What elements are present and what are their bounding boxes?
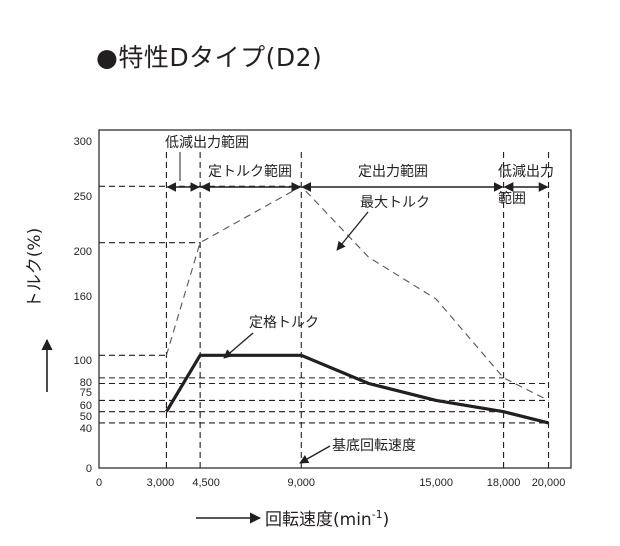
series-line-0 <box>165 353 549 425</box>
y-axis-title: トルク(%) <box>25 228 45 308</box>
rated-torque-pointer <box>223 332 254 359</box>
y-tick-60: 60 <box>80 400 92 412</box>
region-label-0: 低減出力範囲 <box>165 134 249 151</box>
max-torque-label: 最大トルク <box>360 195 430 211</box>
y-tick-40: 40 <box>80 423 92 435</box>
region-label-1: 定トルク範囲 <box>208 163 292 180</box>
y-tick-200: 200 <box>74 246 92 258</box>
region-label-2: 定出力範囲 <box>358 163 428 180</box>
x-tick-0: 0 <box>96 477 102 489</box>
base-speed-pointer <box>299 445 331 464</box>
rated-torque-label: 定格トルク <box>249 315 319 331</box>
y-tick-75: 75 <box>80 387 92 399</box>
y-tick-100: 100 <box>74 355 92 367</box>
x-tick-9000: 9,000 <box>288 477 316 489</box>
region-label-3-line2: 範囲 <box>498 190 526 207</box>
y-tick-160: 160 <box>74 291 92 303</box>
y-tick-50: 50 <box>80 411 92 423</box>
y-tick-300: 300 <box>74 136 92 148</box>
max-torque-pointer <box>336 211 369 251</box>
x-tick-4500: 4,500 <box>192 477 220 489</box>
x-tick-18000: 18,000 <box>487 477 521 489</box>
y-tick-0: 0 <box>86 463 92 475</box>
region-label-3: 低減出力 <box>498 163 554 180</box>
y-tick-80: 80 <box>80 377 92 389</box>
plot-frame <box>98 129 572 469</box>
x-tick-20000: 20,000 <box>532 477 566 489</box>
x-tick-3000: 3,000 <box>147 477 175 489</box>
base-speed-label: 基底回転速度 <box>332 437 416 454</box>
chart-title: ●特性Dタイプ(D2) <box>96 43 323 72</box>
x-axis-title: 回転速度(min-1) <box>265 508 389 530</box>
series-line-1 <box>165 185 549 401</box>
x-tick-15000: 15,000 <box>419 477 453 489</box>
y-tick-250: 250 <box>74 191 92 203</box>
